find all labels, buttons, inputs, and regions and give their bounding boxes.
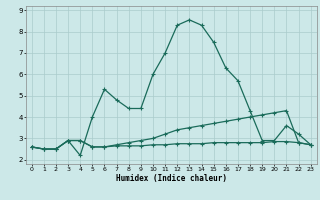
X-axis label: Humidex (Indice chaleur): Humidex (Indice chaleur)	[116, 174, 227, 183]
